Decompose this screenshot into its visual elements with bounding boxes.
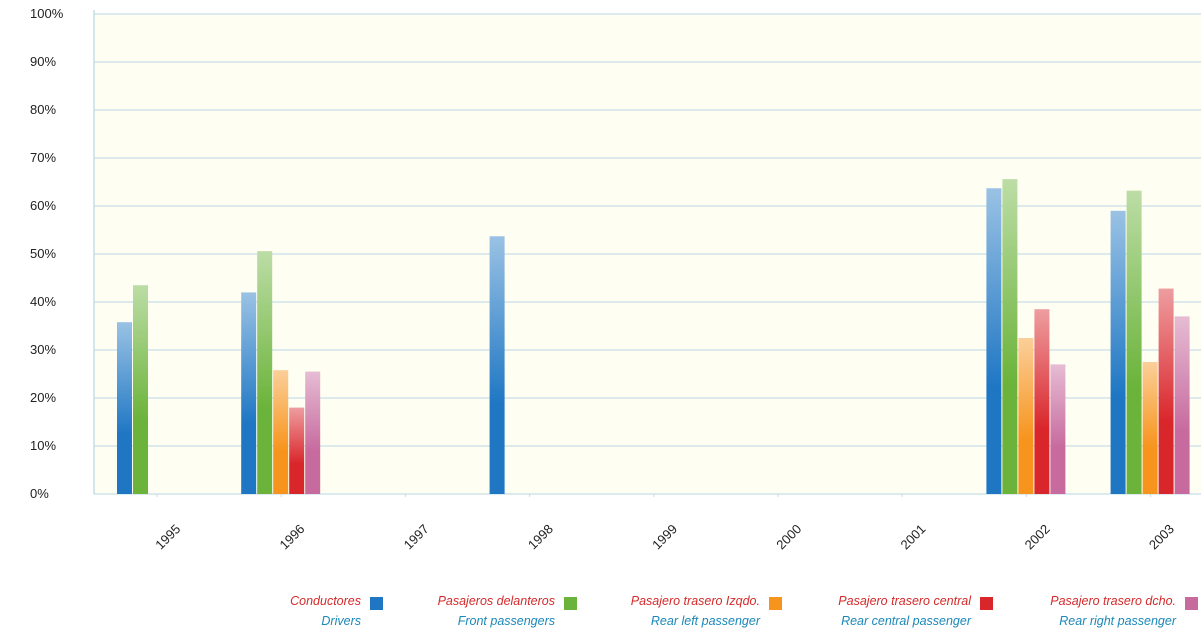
bar-1996-series-3	[289, 407, 305, 494]
legend-label-en: Rear central passenger	[841, 614, 971, 628]
legend-label-en: Front passengers	[457, 614, 555, 628]
x-tick-label: 2001	[897, 521, 928, 552]
legend-swatch-rear-right-passenger	[1185, 597, 1198, 610]
x-tick-label: 1996	[276, 521, 307, 552]
y-tick-label: 0%	[30, 486, 49, 501]
x-tick-label: 1999	[649, 521, 680, 552]
y-tick-label: 70%	[30, 150, 56, 165]
legend-item-rear-central-passenger: Pasajero trasero central Rear central pa…	[795, 594, 993, 630]
y-tick-label: 20%	[30, 390, 56, 405]
legend-item-drivers: Conductores Drivers	[250, 594, 383, 630]
bar-2003-series-2	[1142, 362, 1158, 494]
bar-2002-series-4	[1050, 364, 1066, 494]
legend-label-en: Rear right passenger	[1059, 614, 1176, 628]
x-tick-label: 2003	[1146, 521, 1177, 552]
bar-2002-series-3	[1034, 309, 1050, 494]
bar-1995-series-0	[117, 322, 132, 494]
legend-label-es: Pasajero trasero central	[838, 594, 971, 608]
legend-label-en: Drivers	[321, 614, 361, 628]
legend-item-rear-left-passenger: Pasajero trasero Izqdo. Rear left passen…	[590, 594, 782, 630]
y-tick-label: 60%	[30, 198, 56, 213]
bar-2003-series-3	[1158, 288, 1174, 494]
legend-swatch-drivers	[370, 597, 383, 610]
legend-swatch-front-passengers	[564, 597, 577, 610]
bar-1996-series-1	[257, 251, 273, 494]
y-tick-label: 30%	[30, 342, 56, 357]
x-tick-label: 2002	[1022, 521, 1053, 552]
y-tick-label: 50%	[30, 246, 56, 261]
bar-2003-series-1	[1126, 190, 1142, 494]
legend-label-es: Pasajero trasero Izqdo.	[630, 594, 760, 608]
legend-label-es: Pasajero trasero dcho.	[1050, 594, 1176, 608]
bar-1996-series-4	[305, 371, 321, 494]
bar-1996-series-2	[273, 370, 289, 494]
bar-1996-series-0	[241, 292, 257, 494]
bar-2003-series-4	[1174, 316, 1190, 494]
legend-label-en: Rear left passenger	[650, 614, 760, 628]
x-tick-label: 1995	[152, 521, 183, 552]
bar-2002-series-1	[1002, 179, 1018, 494]
legend-label-es: Conductores	[290, 594, 361, 608]
x-tick-label: 2000	[773, 521, 804, 552]
x-tick-label: 1997	[401, 521, 432, 552]
bar-1995-series-1	[133, 285, 148, 494]
legend-item-rear-right-passenger: Pasajero trasero dcho. Rear right passen…	[1005, 594, 1198, 630]
y-tick-label: 90%	[30, 54, 56, 69]
legend-item-front-passengers: Pasajeros delanteros Front passengers	[395, 594, 577, 630]
y-tick-label: 80%	[30, 102, 56, 117]
y-tick-label: 10%	[30, 438, 56, 453]
y-tick-label: 100%	[30, 6, 64, 21]
legend-label-es: Pasajeros delanteros	[437, 594, 555, 608]
x-tick-label: 1998	[525, 521, 556, 552]
legend-swatch-rear-left-passenger	[769, 597, 782, 610]
bar-2002-series-0	[986, 188, 1002, 495]
bar-2003-series-0	[1110, 210, 1126, 495]
legend-swatch-rear-central-passenger	[980, 597, 993, 610]
y-tick-label: 40%	[30, 294, 56, 309]
bar-2002-series-2	[1018, 338, 1034, 494]
bar-1998-series-0	[489, 236, 505, 495]
